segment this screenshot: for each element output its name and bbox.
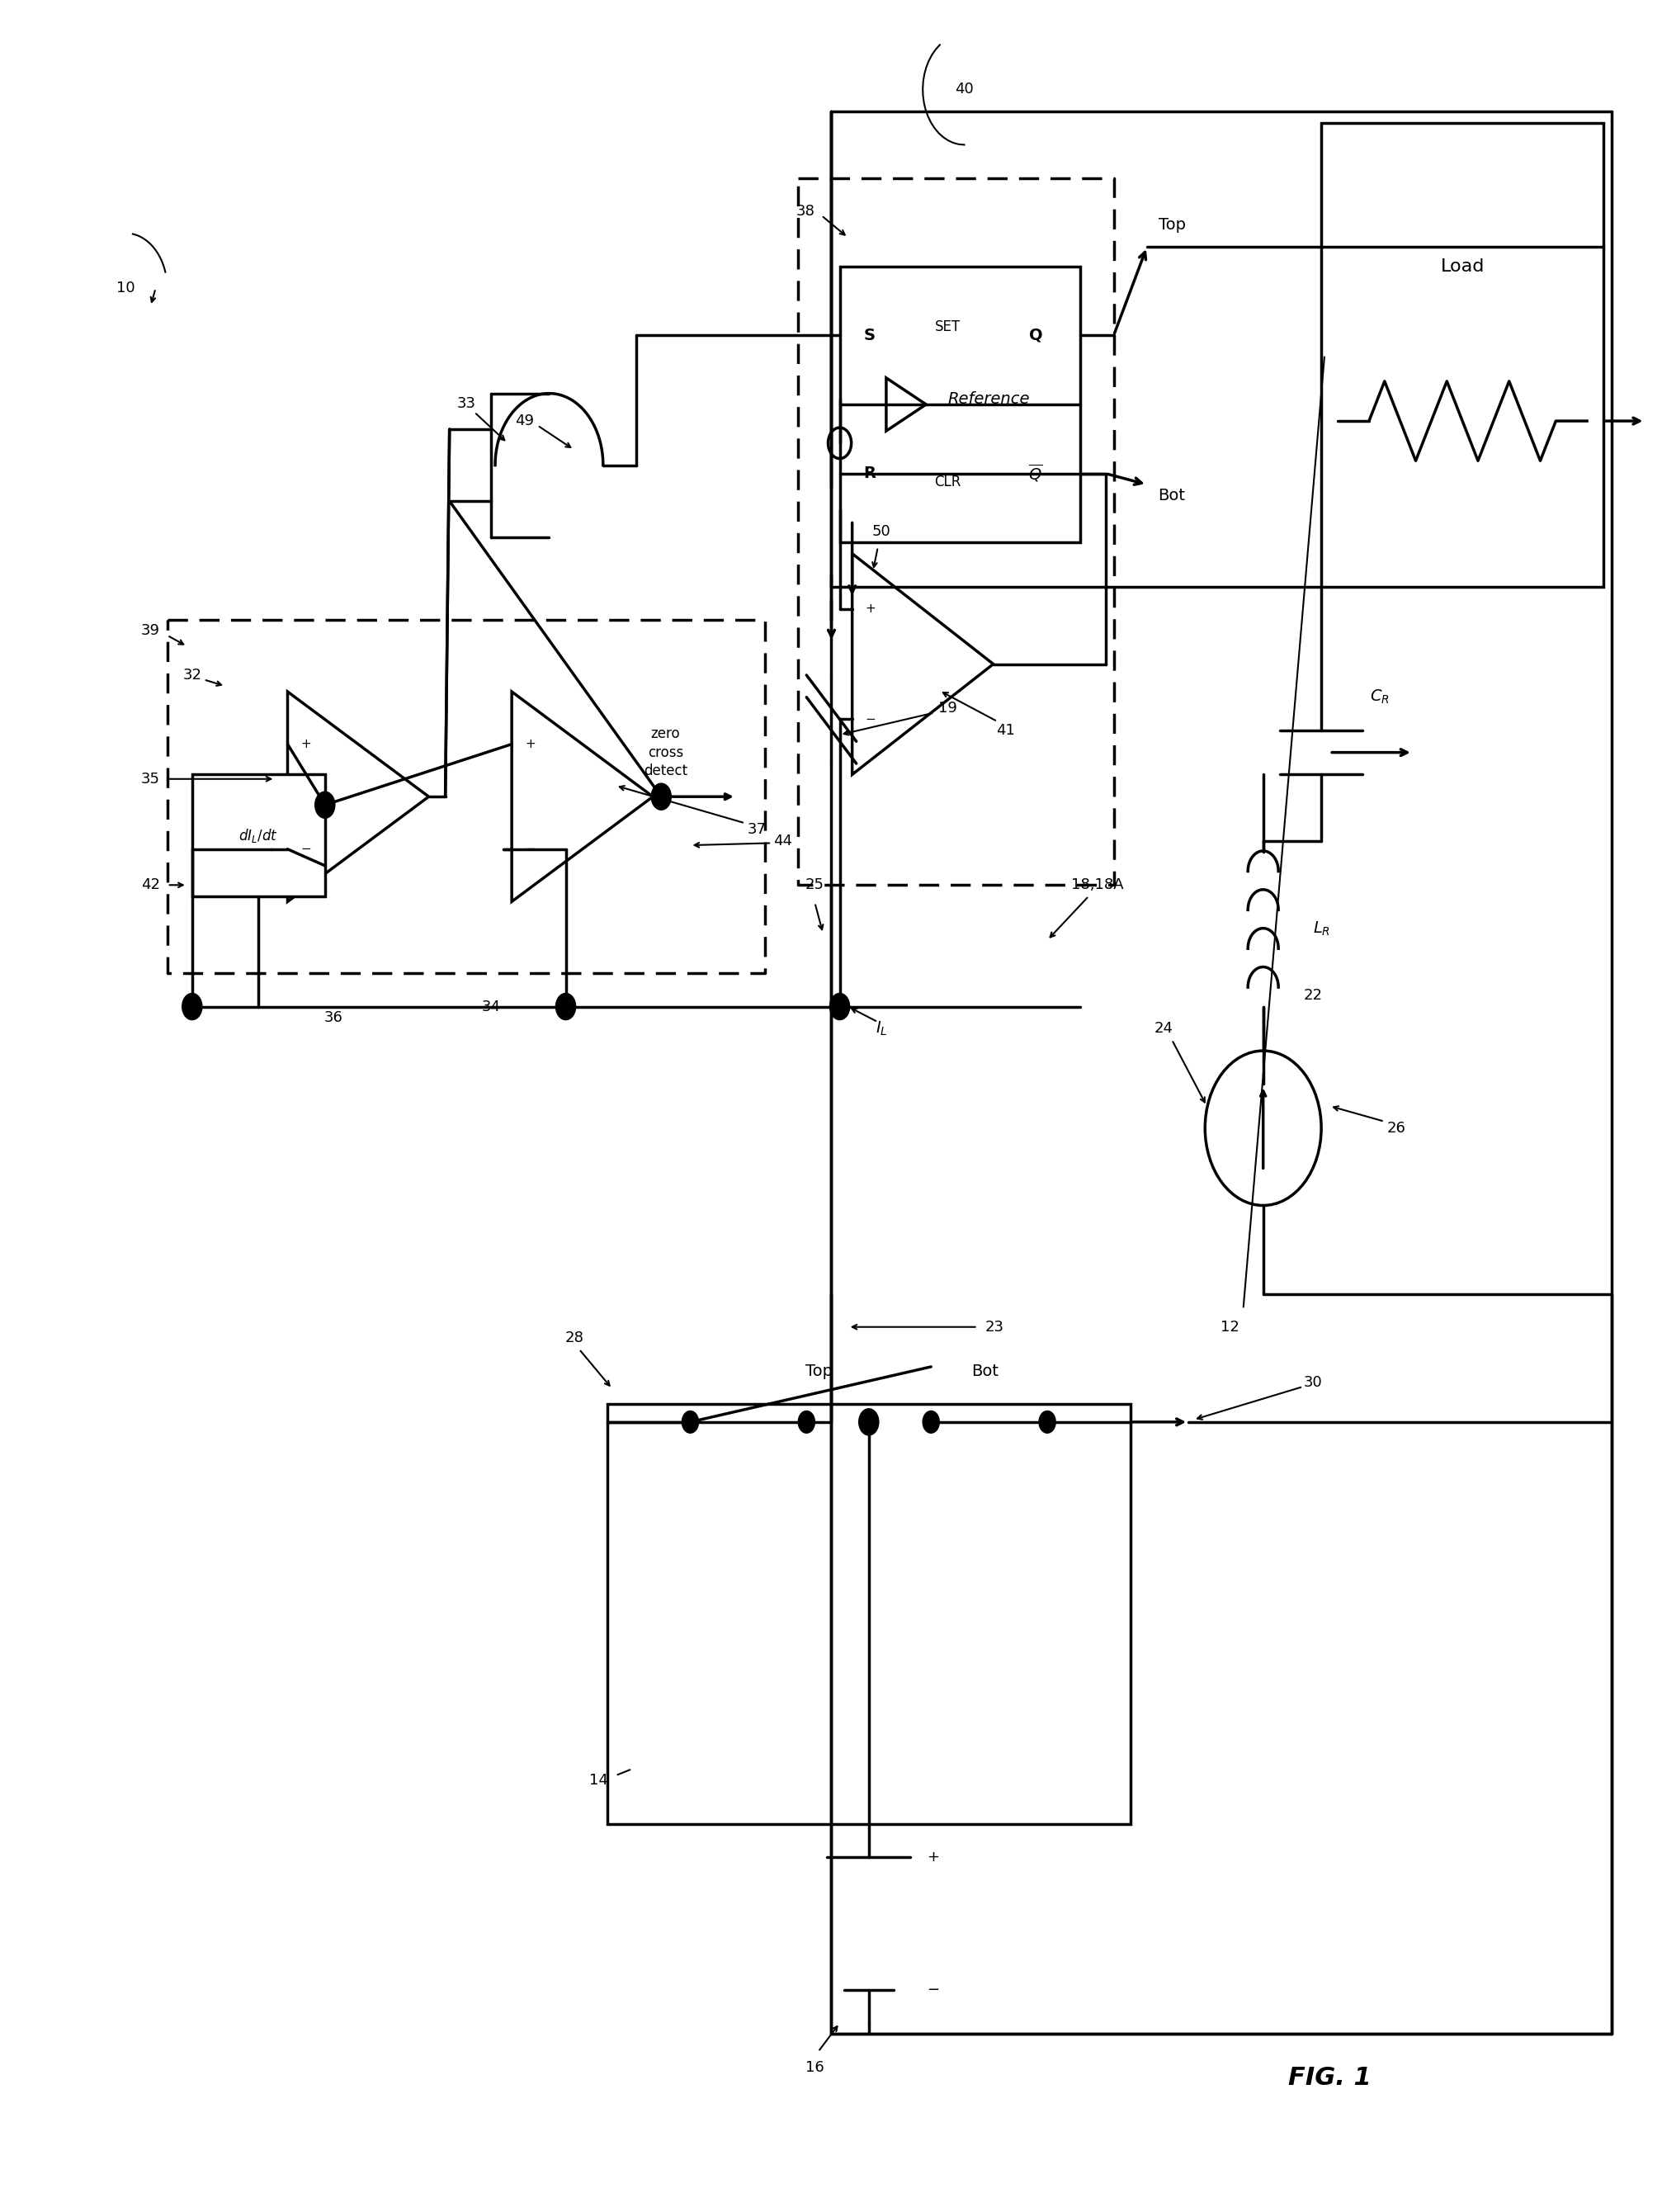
Text: 12: 12 [1220,1321,1238,1334]
Circle shape [681,1411,698,1433]
Text: 44: 44 [773,834,791,847]
Text: 40: 40 [954,82,974,97]
Text: +: + [926,1849,939,1865]
Text: 37: 37 [746,823,766,836]
Text: 22: 22 [1303,989,1321,1002]
Text: 35: 35 [141,772,160,787]
Bar [839,265,1080,542]
Text: 30: 30 [1303,1376,1321,1389]
Text: +: + [301,739,311,750]
Text: Reference: Reference [947,392,1029,407]
Bar [607,1405,1130,1825]
Circle shape [798,1411,814,1433]
Circle shape [1039,1411,1055,1433]
Text: +: + [525,739,535,750]
Text: 16: 16 [804,2059,824,2075]
Bar [193,774,324,896]
Text: Load: Load [1439,259,1484,274]
Text: Bot: Bot [971,1363,999,1378]
Text: SET: SET [934,321,961,334]
Circle shape [314,792,334,818]
Text: 14: 14 [590,1772,608,1787]
Text: zero
cross
detect: zero cross detect [643,728,686,779]
Text: $\overline{Q}$: $\overline{Q}$ [1029,462,1042,484]
Text: 19: 19 [937,701,957,717]
Bar [1321,122,1602,586]
Circle shape [829,993,849,1020]
Text: Top: Top [804,1363,833,1378]
Text: $dI_L/dt$: $dI_L/dt$ [239,827,278,845]
Text: 26: 26 [1386,1121,1404,1135]
Text: CLR: CLR [934,473,961,489]
Text: 41: 41 [996,723,1015,739]
Text: −: − [525,843,535,856]
Circle shape [652,783,671,810]
Text: +: + [864,602,876,615]
Text: 42: 42 [141,878,160,891]
Text: 23: 23 [984,1321,1004,1334]
Circle shape [183,993,203,1020]
Text: 25: 25 [804,878,824,891]
Text: $L_R$: $L_R$ [1313,920,1330,938]
Text: S: S [863,327,874,343]
Text: 49: 49 [515,414,534,429]
Text: Bot: Bot [1158,487,1185,504]
Text: 39: 39 [141,624,160,639]
Text: 28: 28 [565,1332,583,1345]
Text: −: − [926,1982,939,1997]
Text: 10: 10 [116,281,135,296]
Text: 36: 36 [324,1011,342,1024]
Text: Q: Q [1029,327,1042,343]
Text: 24: 24 [1153,1022,1172,1035]
Circle shape [555,993,575,1020]
Circle shape [858,1409,878,1436]
Text: FIG. 1: FIG. 1 [1288,2066,1371,2090]
Text: 18,18A: 18,18A [1070,878,1124,891]
Text: $C_R$: $C_R$ [1369,688,1388,706]
Text: 32: 32 [183,668,201,684]
Text: 50: 50 [871,524,891,540]
Text: $I_L$: $I_L$ [874,1020,888,1037]
Text: −: − [301,843,311,856]
Circle shape [922,1411,939,1433]
Text: 33: 33 [457,396,475,411]
Text: 34: 34 [482,1000,500,1013]
Text: R: R [863,467,876,482]
Text: Top: Top [1158,217,1185,232]
Text: 38: 38 [796,204,814,219]
Text: −: − [864,712,876,726]
